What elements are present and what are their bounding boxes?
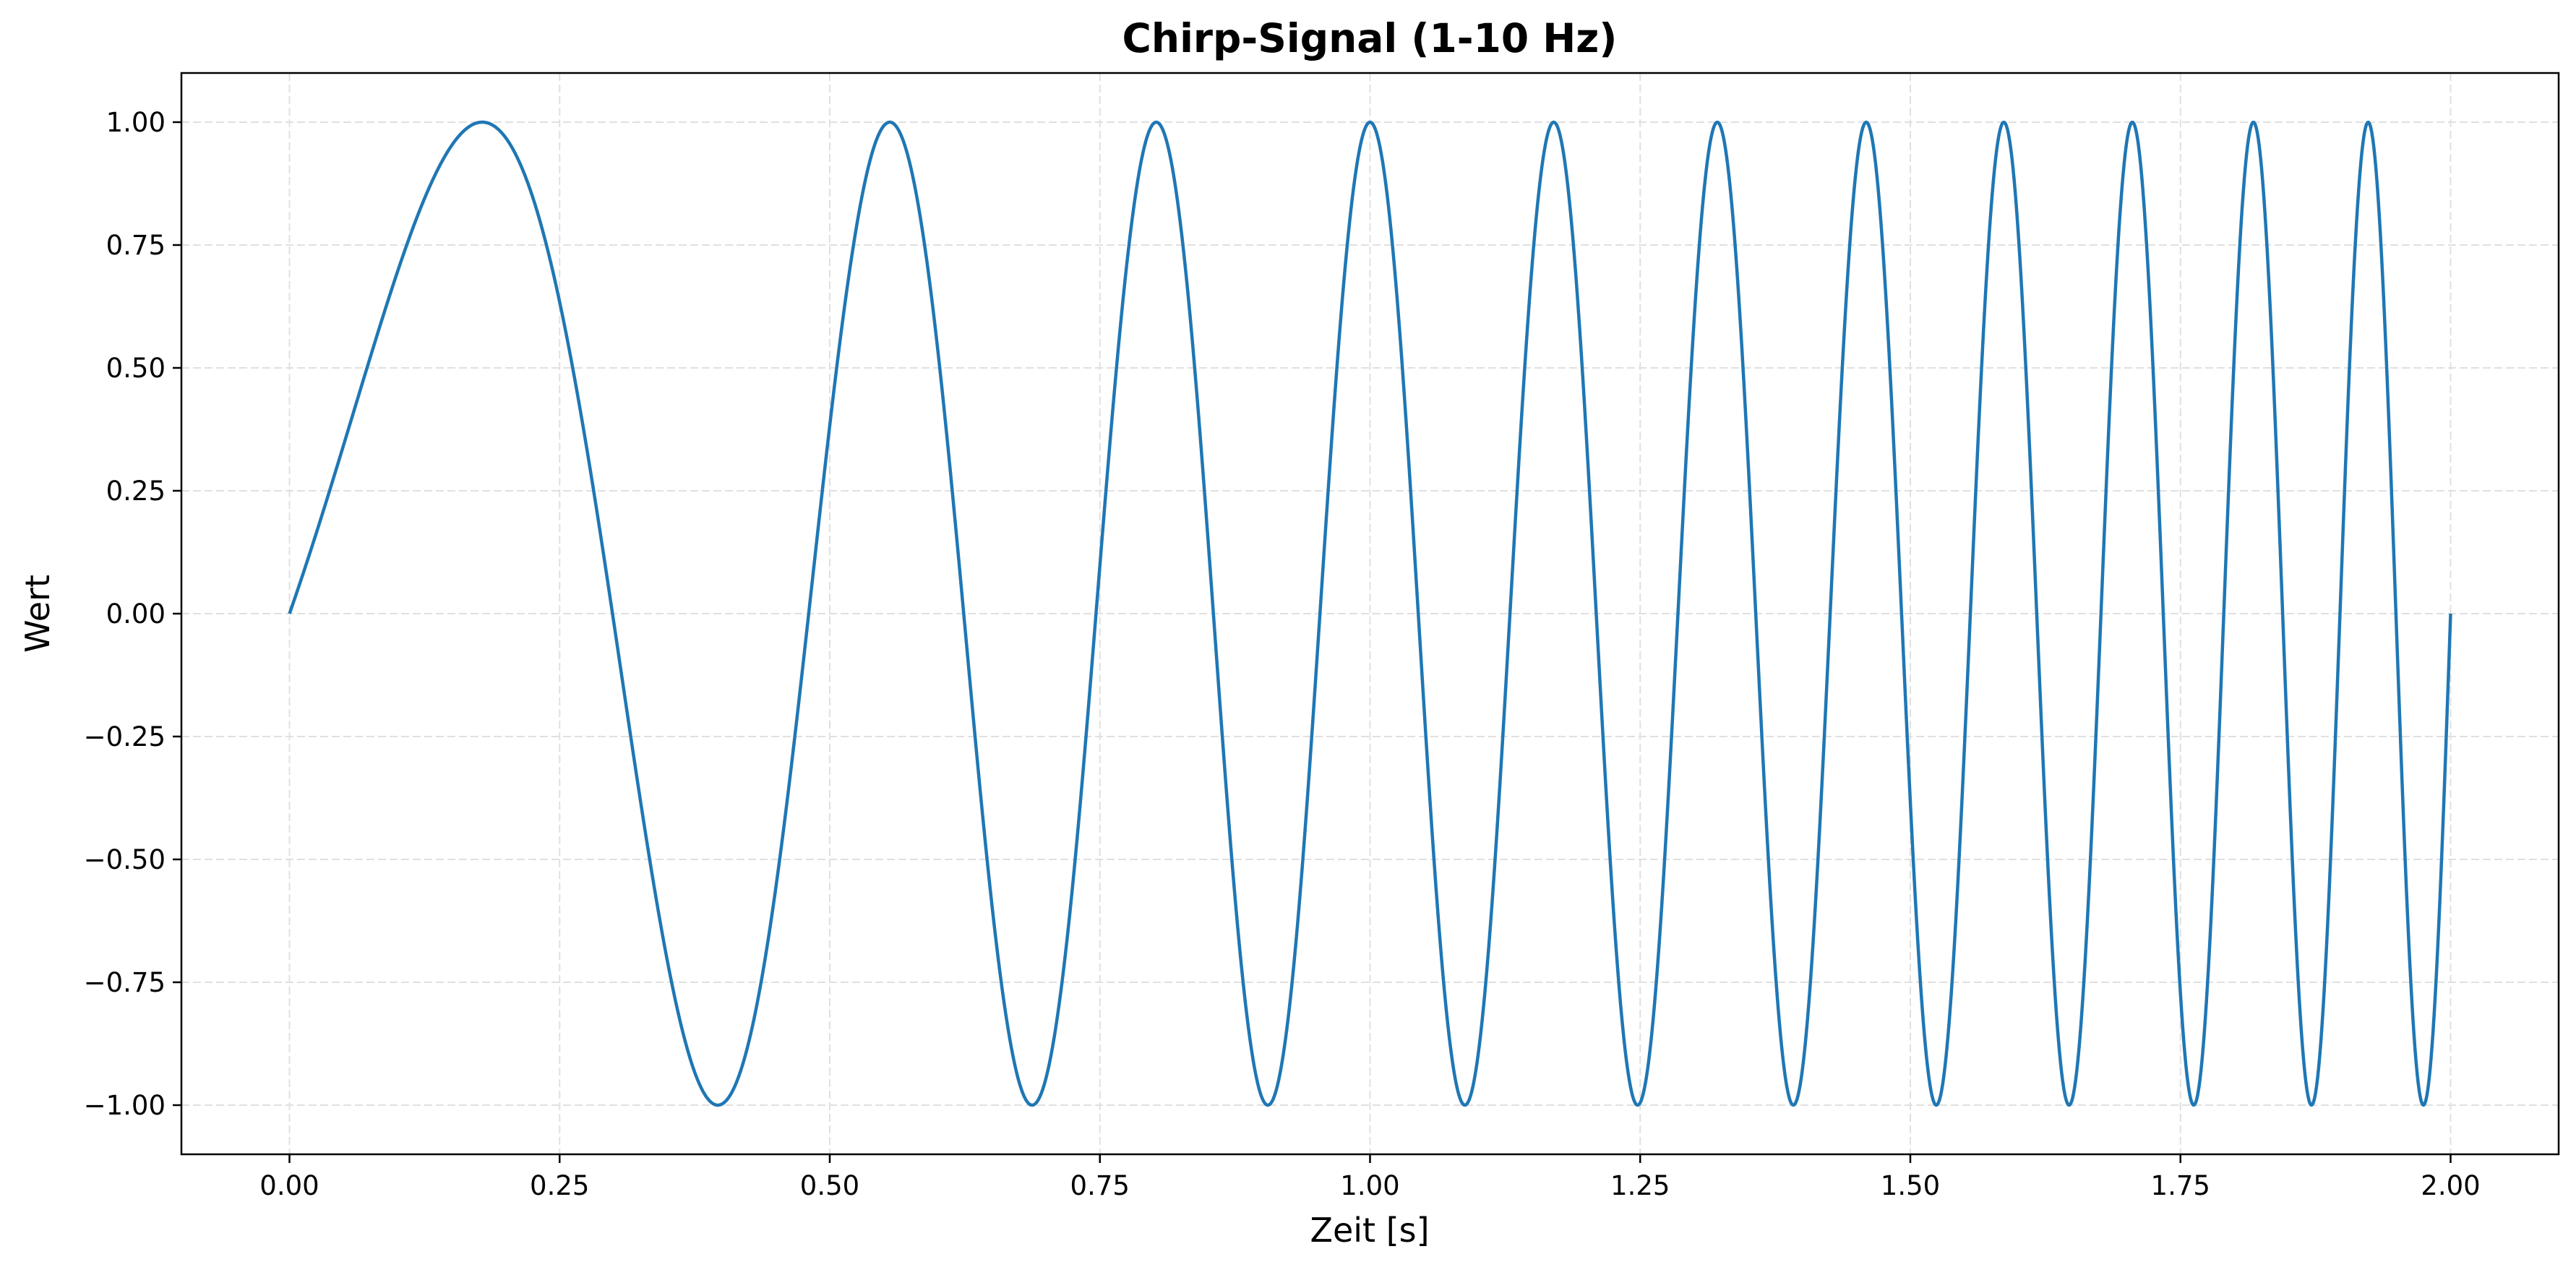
y-tick-label: −0.75 [84,967,166,998]
series-layer [288,120,2452,1107]
y-tick-label: −1.00 [84,1090,166,1121]
y-tick-label: 0.75 [106,230,166,261]
y-tick-label: 0.25 [106,476,166,507]
x-tick-label: 1.25 [1610,1170,1670,1201]
x-axis: 0.00 0.25 0.50 0.75 1.00 1.25 1.50 1.75 2.00 [259,1154,2481,1201]
chart-title: Chirp-Signal (1-10 Hz) [1122,15,1618,61]
y-tick-label: 1.00 [106,107,166,138]
x-tick-label: 0.75 [1070,1170,1130,1201]
x-tick-label: 0.50 [800,1170,859,1201]
y-tick-label: −0.25 [84,721,166,752]
x-tick-label: 1.75 [2151,1170,2210,1201]
x-tick-label: 1.50 [1881,1170,1940,1201]
y-axis-label: Wert [18,575,57,653]
x-tick-label: 0.25 [530,1170,589,1201]
x-tick-label: 1.00 [1340,1170,1399,1201]
x-tick-label: 0.00 [259,1170,319,1201]
y-tick-label: 0.00 [106,598,166,630]
grid-layer [181,73,2559,1154]
y-tick-label: 0.50 [106,353,166,384]
y-axis: 1.00 0.75 0.50 0.25 0.00 −0.25 −0.50 −0.75 −1.00 [84,107,181,1121]
x-axis-label: Zeit [s] [1310,1211,1429,1250]
series-line [288,120,2452,1107]
x-tick-label: 2.00 [2421,1170,2480,1201]
y-tick-label: −0.50 [84,844,166,875]
